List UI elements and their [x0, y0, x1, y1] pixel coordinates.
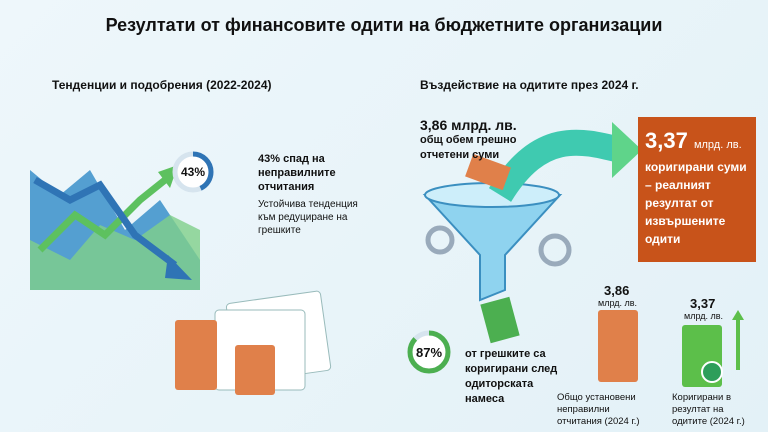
- box-text: коригирани суми – реалният резултат от и…: [645, 160, 747, 246]
- highlight: 43% спад на неправилните отчитания: [258, 153, 336, 193]
- stack-caption: Общо установени неправилни отчитания (20…: [557, 392, 640, 427]
- documents-and-money: [175, 290, 332, 395]
- donut-87: [407, 330, 451, 374]
- donut-43: [172, 151, 214, 193]
- trend-chart: [30, 165, 200, 290]
- stack-caption: Коригирани в резултат на одитите (2024 г…: [672, 392, 745, 427]
- title: Резултати от финансовите одити на бюджет…: [105, 15, 663, 35]
- funnel: [422, 122, 642, 344]
- box-amount: 3,37: [645, 128, 688, 153]
- stack-unit: млрд. лв.: [598, 298, 638, 308]
- left-heading: Тенденции и подобрения (2022-2024): [52, 78, 272, 92]
- donut-text: от грешките са коригирани след одиторска…: [465, 348, 558, 405]
- box-unit: млрд. лв.: [693, 139, 742, 151]
- right-heading: Въздействие на одитите през 2024 г.: [420, 78, 639, 92]
- result-box: [638, 117, 756, 262]
- stack-amount: 3,86: [604, 283, 630, 298]
- stack-unit: млрд. лв.: [684, 311, 724, 321]
- donut-label: 43%: [180, 165, 206, 179]
- total-amount: 3,86 млрд. лв.: [420, 117, 517, 133]
- donut-label: 87%: [415, 345, 443, 360]
- money-stacks: [598, 310, 744, 387]
- note: Устойчива тенденция към редуциране на гр…: [258, 199, 358, 236]
- stack-amount: 3,37: [690, 296, 716, 311]
- donut-arc: [172, 151, 214, 193]
- total-text: общ обем грешно отчетени суми: [420, 134, 517, 161]
- donut-arc: [407, 330, 451, 374]
